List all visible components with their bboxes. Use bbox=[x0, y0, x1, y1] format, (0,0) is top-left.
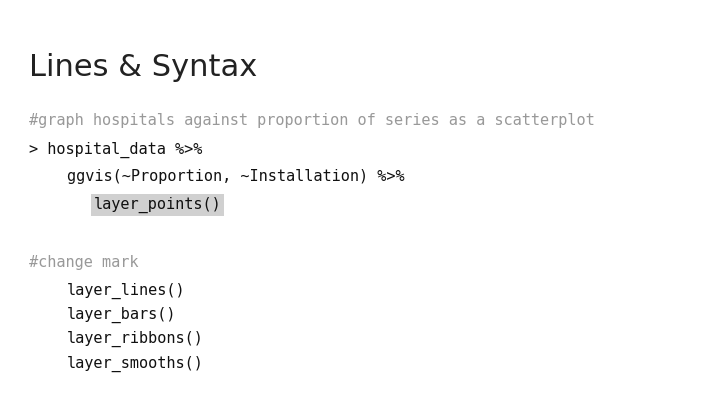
Text: Lines & Syntax: Lines & Syntax bbox=[29, 53, 257, 82]
Text: layer_lines(): layer_lines() bbox=[67, 283, 186, 299]
Text: layer_ribbons(): layer_ribbons() bbox=[67, 331, 204, 347]
Text: #change mark: #change mark bbox=[29, 255, 138, 270]
Text: layer_smooths(): layer_smooths() bbox=[67, 356, 204, 372]
Text: layer_points(): layer_points() bbox=[94, 197, 221, 213]
Text: ggvis(~Proportion, ~Installation) %>%: ggvis(~Proportion, ~Installation) %>% bbox=[67, 169, 405, 184]
Text: #graph hospitals against proportion of series as a scatterplot: #graph hospitals against proportion of s… bbox=[29, 113, 595, 128]
Text: > hospital_data %>%: > hospital_data %>% bbox=[29, 142, 202, 158]
Text: layer_bars(): layer_bars() bbox=[67, 307, 176, 323]
